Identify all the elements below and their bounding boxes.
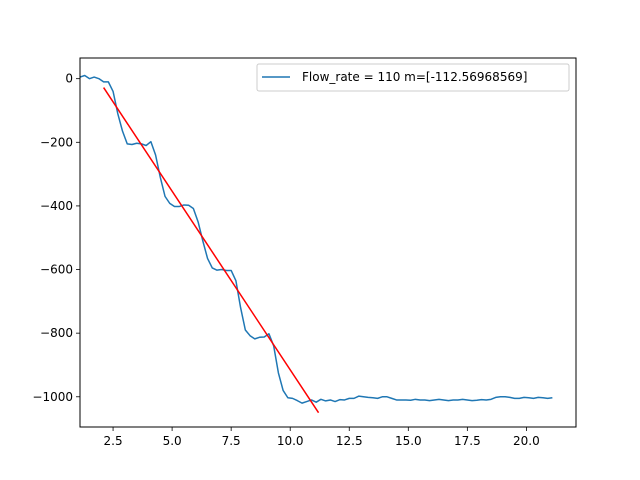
series-layer: [79, 74, 553, 414]
y-tick-label: 0: [65, 72, 73, 86]
x-tick-label: 5.0: [163, 434, 182, 448]
x-tick-label: 20.0: [513, 434, 540, 448]
x-tick-label: 2.5: [104, 434, 123, 448]
legend-label: Flow_rate = 110 m=[-112.56968569]: [302, 70, 527, 84]
y-tick-label: −600: [40, 263, 73, 277]
y-tick-label: −800: [40, 326, 73, 340]
ticks-layer: 2.5 5.0 7.5 10.0 12.5 15.0 17.5 20.0 0 −200 −400 −6…: [32, 72, 539, 448]
x-tick-label: 17.5: [454, 434, 481, 448]
x-tick-label: 15.0: [395, 434, 422, 448]
y-tick-label: −200: [40, 135, 73, 149]
legend: Flow_rate = 110 m=[-112.56968569]: [256, 63, 570, 92]
plot-frame: [79, 57, 577, 428]
x-tick-label: 7.5: [222, 434, 241, 448]
plot-area: [80, 58, 576, 427]
y-tick-label: −400: [40, 199, 73, 213]
fit-line: [102, 87, 320, 414]
x-tick-label: 10.0: [277, 434, 304, 448]
y-tick-label: −1000: [32, 390, 73, 404]
x-tick-label: 12.5: [336, 434, 363, 448]
legend-box: [256, 63, 570, 92]
